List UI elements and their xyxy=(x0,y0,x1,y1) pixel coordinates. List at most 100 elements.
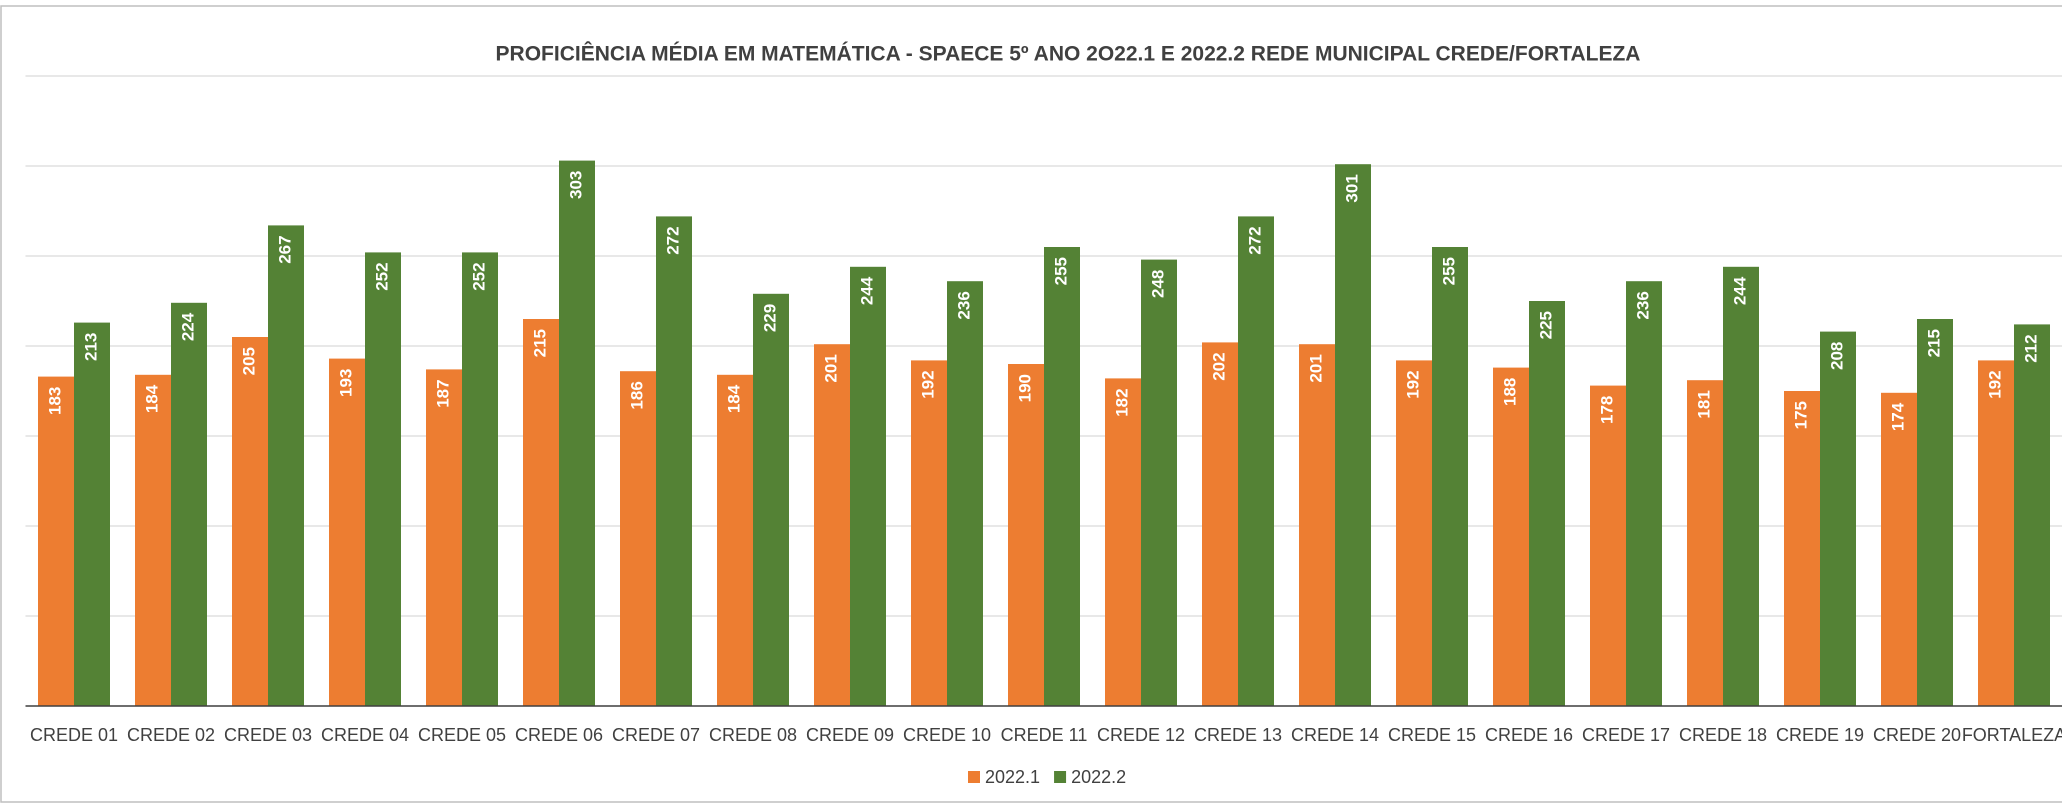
x-tick-label: CREDE 12 xyxy=(1097,725,1185,745)
x-tick-label: CREDE 06 xyxy=(515,725,603,745)
data-label: 224 xyxy=(178,312,197,341)
bar xyxy=(1335,164,1371,706)
bar xyxy=(717,374,753,706)
bar xyxy=(1432,247,1468,706)
data-label: 190 xyxy=(1015,374,1034,402)
data-label: 252 xyxy=(469,262,488,290)
data-label: 184 xyxy=(142,384,161,413)
data-label: 192 xyxy=(1985,370,2004,398)
x-tick-label: CREDE 04 xyxy=(321,725,409,745)
data-label: 188 xyxy=(1500,378,1519,406)
bar xyxy=(268,225,304,706)
data-label: 192 xyxy=(1403,370,1422,398)
data-label: 201 xyxy=(1306,354,1325,382)
bar xyxy=(38,376,74,706)
x-tick-label: CREDE 01 xyxy=(30,725,118,745)
data-label: 236 xyxy=(1633,291,1652,319)
legend-swatch xyxy=(968,771,980,783)
data-label: 205 xyxy=(239,347,258,375)
legend-label: 2022.2 xyxy=(1071,767,1126,787)
bar xyxy=(1202,342,1238,706)
data-label: 187 xyxy=(433,379,452,407)
bar xyxy=(329,358,365,706)
bar xyxy=(947,281,983,706)
x-tick-label: CREDE 05 xyxy=(418,725,506,745)
x-tick-label: CREDE 10 xyxy=(903,725,991,745)
bar xyxy=(1105,378,1141,706)
data-label: 301 xyxy=(1342,174,1361,202)
data-label: 229 xyxy=(760,304,779,332)
data-label: 181 xyxy=(1694,390,1713,418)
data-label: 175 xyxy=(1791,401,1810,429)
data-label: 255 xyxy=(1439,257,1458,285)
data-label: 201 xyxy=(821,354,840,382)
x-tick-label: CREDE 15 xyxy=(1388,725,1476,745)
x-tick-label: CREDE 08 xyxy=(709,725,797,745)
bar xyxy=(1238,216,1274,706)
bar xyxy=(2014,324,2050,706)
bar xyxy=(232,337,268,706)
bar xyxy=(1141,259,1177,706)
x-tick-label: CREDE 20 xyxy=(1873,725,1961,745)
data-label: 192 xyxy=(918,370,937,398)
bar xyxy=(1008,364,1044,706)
chart-border xyxy=(0,5,2062,803)
bar xyxy=(850,266,886,706)
x-tick-label: CREDE 18 xyxy=(1679,725,1767,745)
x-tick-label: CREDE 14 xyxy=(1291,725,1379,745)
bar xyxy=(1917,319,1953,706)
data-label: 252 xyxy=(372,262,391,290)
data-label: 186 xyxy=(627,381,646,409)
data-label: 212 xyxy=(2021,334,2040,362)
data-label: 178 xyxy=(1597,396,1616,424)
x-tick-label: FORTALEZA xyxy=(1962,725,2062,745)
bar xyxy=(1529,301,1565,706)
bar xyxy=(753,293,789,706)
data-label: 303 xyxy=(566,171,585,199)
data-label: 267 xyxy=(275,235,294,263)
bar xyxy=(559,160,595,707)
data-label: 202 xyxy=(1209,352,1228,380)
bar xyxy=(523,319,559,706)
data-label: 244 xyxy=(1730,276,1749,305)
data-label: 225 xyxy=(1536,311,1555,339)
data-label: 236 xyxy=(954,291,973,319)
bar xyxy=(1978,360,2014,706)
bar xyxy=(911,360,947,706)
x-tick-label: CREDE 13 xyxy=(1194,725,1282,745)
data-label: 208 xyxy=(1827,342,1846,370)
data-label: 215 xyxy=(1924,329,1943,357)
x-tick-label: CREDE 17 xyxy=(1582,725,1670,745)
x-tick-label: CREDE 07 xyxy=(612,725,700,745)
bar xyxy=(462,252,498,706)
data-label: 182 xyxy=(1112,388,1131,416)
data-label: 174 xyxy=(1888,402,1907,431)
data-label: 215 xyxy=(530,329,549,357)
bar xyxy=(1881,392,1917,706)
bar xyxy=(365,252,401,706)
x-tick-label: CREDE 02 xyxy=(127,725,215,745)
bar xyxy=(1820,331,1856,706)
x-tick-label: CREDE 16 xyxy=(1485,725,1573,745)
data-label: 183 xyxy=(45,387,64,415)
data-label: 184 xyxy=(724,384,743,413)
x-tick-label: CREDE 09 xyxy=(806,725,894,745)
data-label: 272 xyxy=(1245,226,1264,254)
x-tick-label: CREDE 19 xyxy=(1776,725,1864,745)
bar xyxy=(1626,281,1662,706)
bar xyxy=(1493,367,1529,706)
bar xyxy=(1723,266,1759,706)
data-label: 272 xyxy=(663,226,682,254)
bar xyxy=(171,302,207,706)
data-label: 255 xyxy=(1051,257,1070,285)
bar xyxy=(1299,344,1335,706)
bar xyxy=(1784,391,1820,706)
data-label: 248 xyxy=(1148,270,1167,298)
bar xyxy=(135,374,171,706)
bar xyxy=(1687,380,1723,706)
legend-label: 2022.1 xyxy=(985,767,1040,787)
x-tick-label: CREDE 11 xyxy=(1001,725,1088,745)
bar xyxy=(814,344,850,706)
data-label: 213 xyxy=(81,333,100,361)
